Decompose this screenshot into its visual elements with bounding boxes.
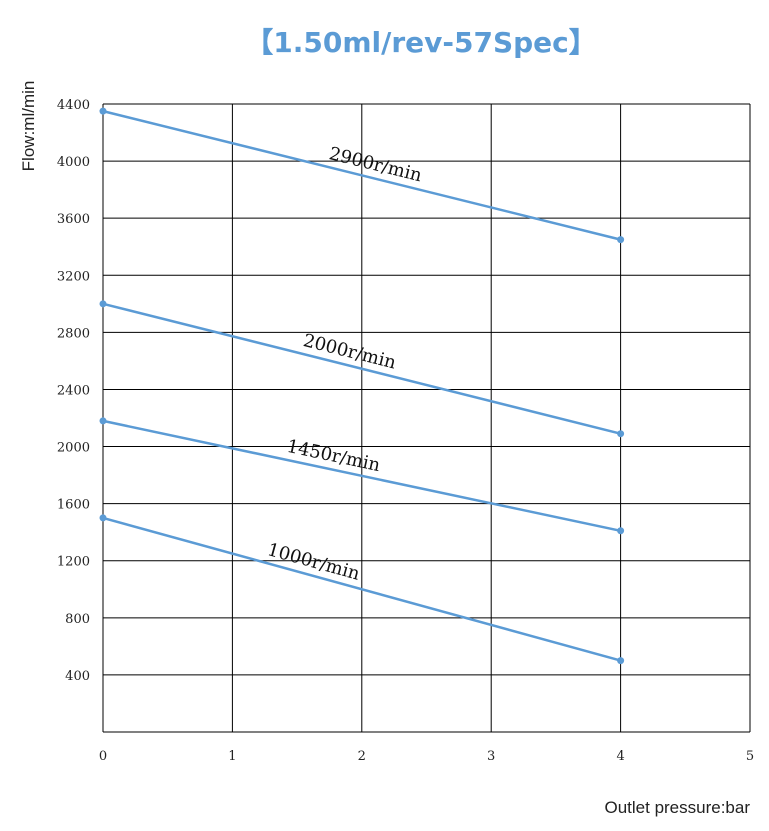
series-point: [617, 430, 625, 438]
series-point: [617, 236, 625, 244]
series-line: [102, 109, 621, 241]
y-axis-label: Flow:ml/min: [19, 81, 38, 172]
series-line: [102, 302, 621, 435]
y-tick-label: 2800: [57, 326, 90, 341]
y-tick-label: 2000: [57, 441, 90, 456]
grid: [102, 103, 751, 733]
y-tick-label: 2400: [57, 383, 90, 398]
series-line: [102, 516, 621, 662]
x-tick-label: 0: [99, 749, 107, 764]
x-tick-label: 5: [746, 749, 754, 764]
series-line: [102, 419, 621, 533]
series-label: 1000r/min: [265, 539, 362, 585]
x-tick-labels: 0 1 2 3 4 5: [99, 749, 754, 764]
series-lines: [99, 107, 625, 665]
y-tick-label: 4000: [57, 155, 90, 170]
chart-title: 【1.50ml/rev-57Spec】: [245, 26, 597, 59]
x-tick-label: 1: [228, 749, 236, 764]
y-tick-label: 400: [65, 669, 90, 684]
series-point: [99, 300, 107, 308]
x-axis-label: Outlet pressure:bar: [604, 798, 750, 817]
x-tick-label: 4: [616, 749, 624, 764]
y-tick-label: 1200: [57, 555, 90, 570]
y-tick-label: 4400: [57, 98, 90, 113]
y-tick-label: 1600: [57, 498, 90, 513]
series-point: [99, 514, 107, 522]
series-point: [617, 527, 625, 535]
y-tick-labels: 400 800 1200 1600 2000 2400 2800 3200 3600 4000 44…: [57, 98, 90, 684]
x-tick-label: 2: [358, 749, 366, 764]
series-point: [99, 417, 107, 425]
y-tick-label: 3600: [57, 212, 90, 227]
series-point: [617, 657, 625, 665]
series-point: [99, 107, 107, 115]
y-tick-label: 3200: [57, 269, 90, 284]
x-tick-label: 3: [487, 749, 495, 764]
y-tick-label: 800: [65, 612, 90, 627]
series-label: 2000r/min: [301, 330, 399, 374]
